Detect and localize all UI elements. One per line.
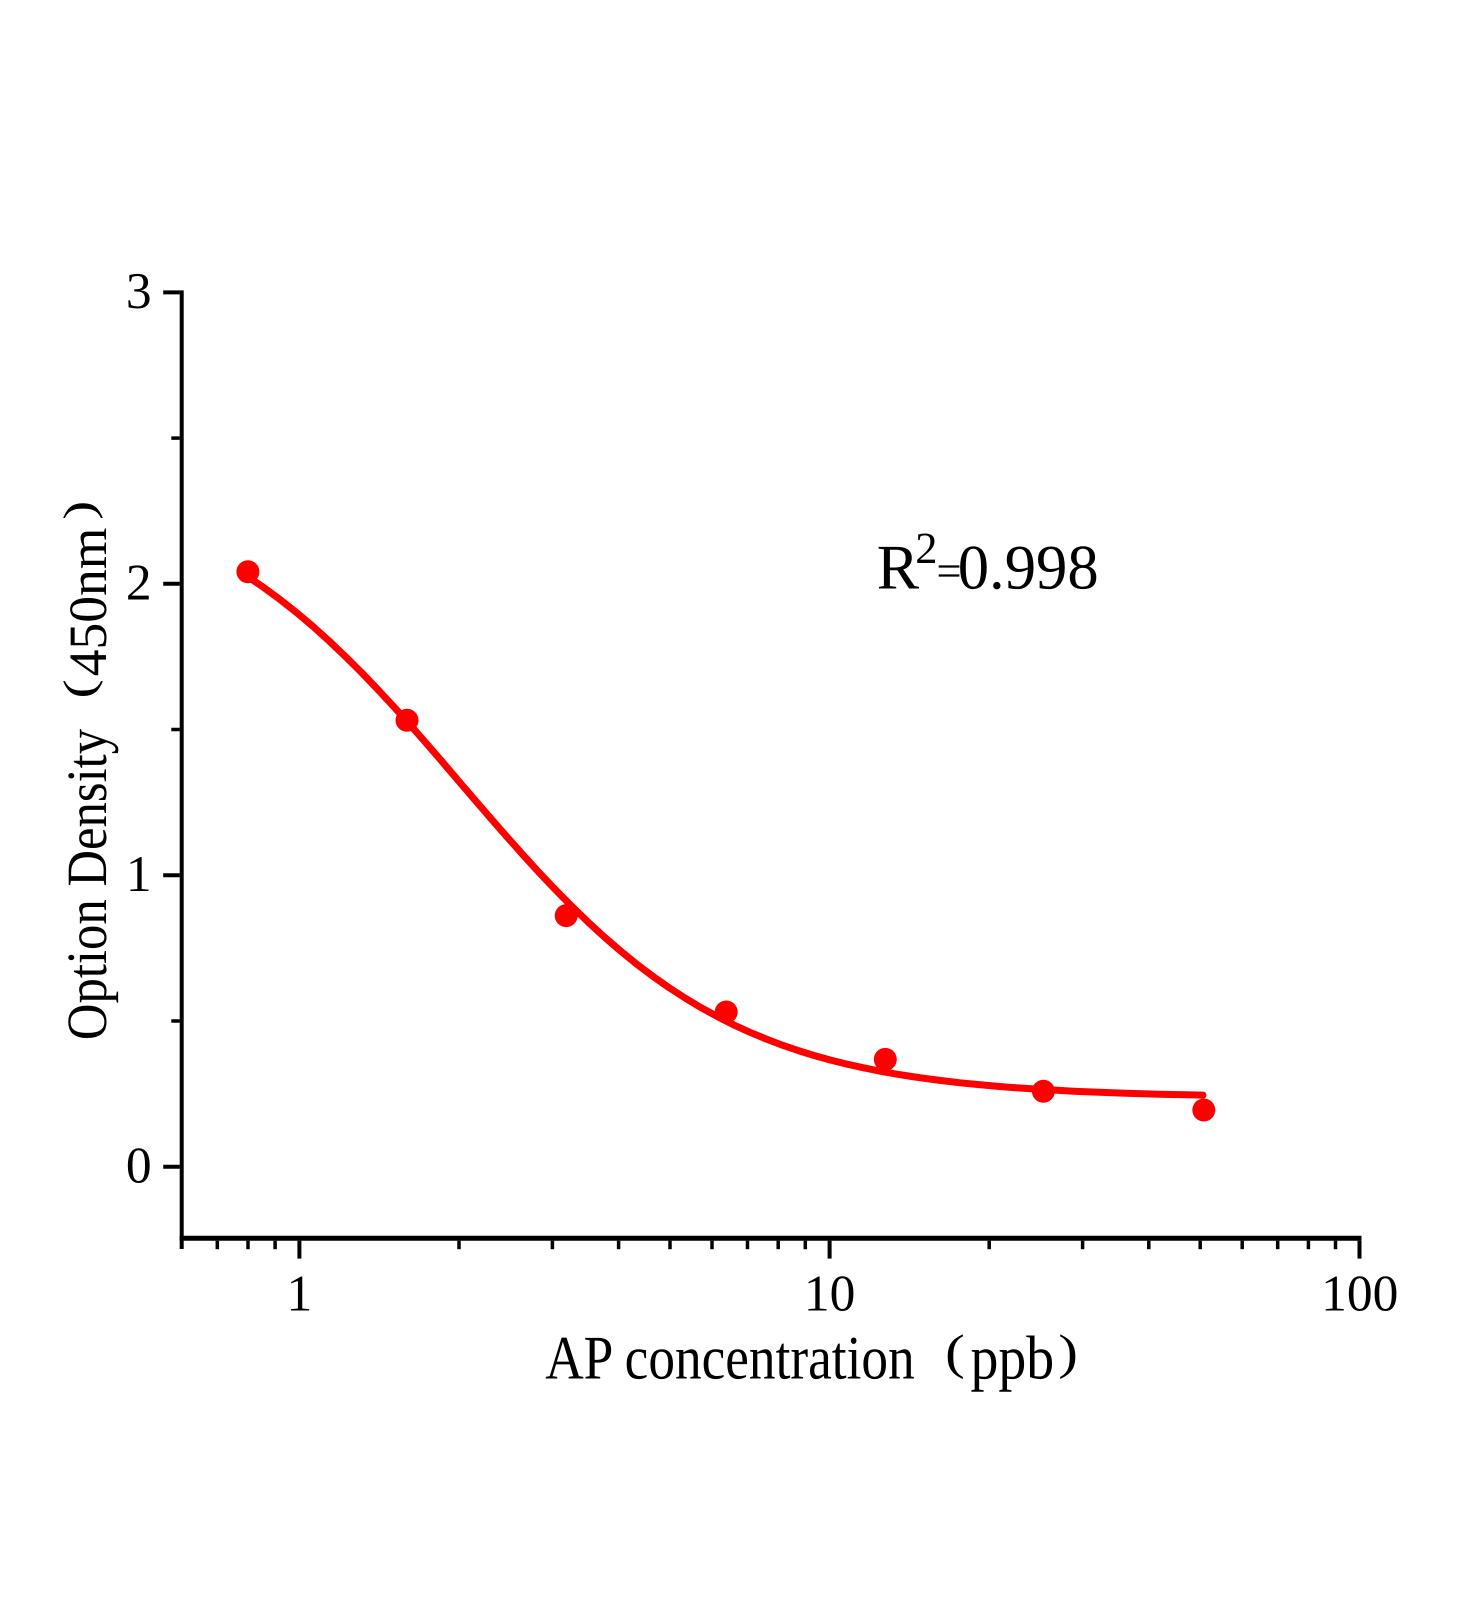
svg-text:1: 1 [287,1265,313,1322]
svg-text:(: ( [945,1324,965,1379]
svg-text:(: ( [56,679,104,698]
svg-text:=: = [937,545,962,595]
svg-text:Option Density: Option Density [56,728,119,1040]
svg-text:100: 100 [1321,1265,1398,1322]
svg-text:): ) [1058,1324,1078,1379]
svg-text:AP concentration: AP concentration [545,1325,915,1393]
svg-text:ppb: ppb [971,1325,1055,1393]
svg-text:R: R [877,532,920,603]
svg-text:3: 3 [126,263,152,320]
svg-text:2: 2 [126,554,152,611]
svg-text:): ) [56,501,104,520]
svg-text:1: 1 [126,846,152,903]
svg-text:2: 2 [915,523,937,573]
svg-text:450nm: 450nm [58,528,118,677]
svg-text:0.998: 0.998 [958,532,1099,603]
svg-text:10: 10 [804,1265,856,1322]
svg-text:0: 0 [126,1137,152,1194]
